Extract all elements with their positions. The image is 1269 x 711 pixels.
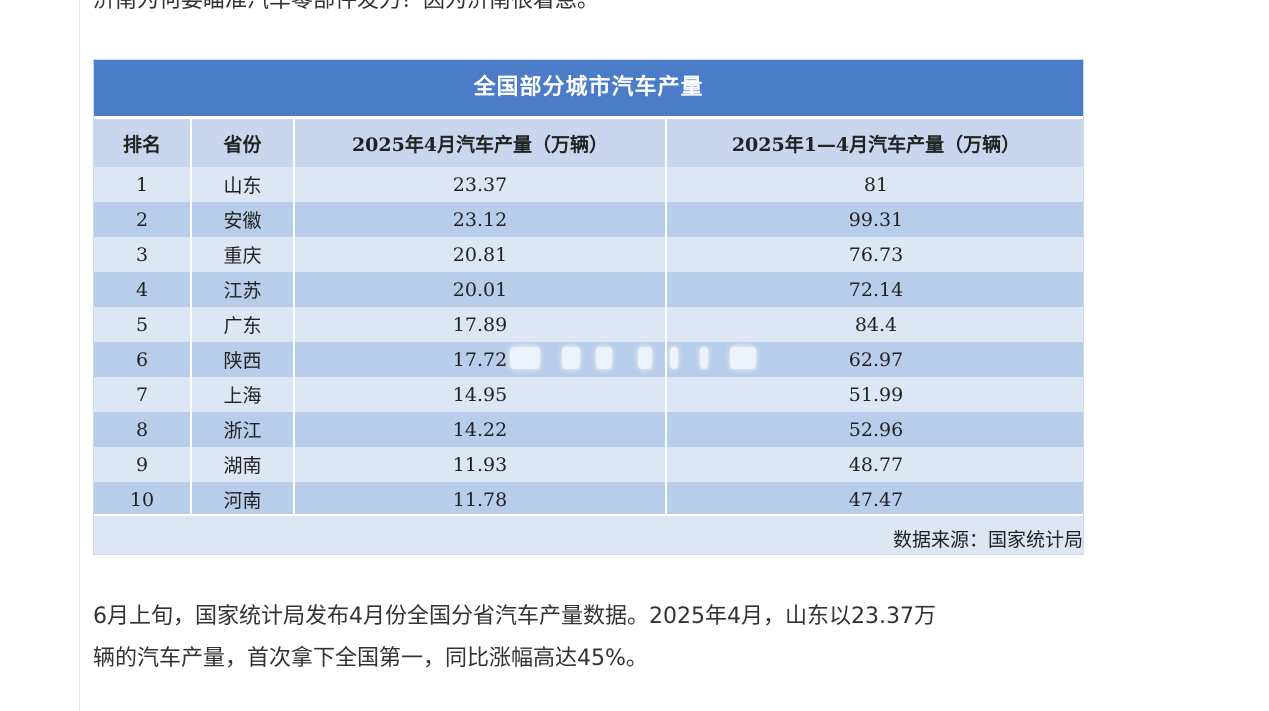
cell-jan-apr-output: 51.99 [666, 377, 1083, 412]
table-row: 4 江苏 20.01 72.14 [94, 272, 1083, 307]
cell-april-output: 14.22 [294, 412, 667, 447]
article-paragraph: 6月上旬，国家统计局发布4月份全国分省汽车产量数据。2025年4月，山东以23.… [93, 596, 1093, 680]
source-row: 数据来源：国家统计局 [94, 514, 1083, 554]
cell-province: 安徽 [191, 202, 295, 237]
table-row: 10 河南 11.78 47.47 [94, 482, 1083, 517]
cell-rank: 5 [94, 307, 192, 342]
cell-province: 陕西 [191, 342, 295, 377]
cell-april-output: 11.93 [294, 447, 667, 482]
header-jan-apr-output: 2025年1—4月汽车产量（万辆） [666, 116, 1083, 167]
cell-rank: 9 [94, 447, 192, 482]
table-row: 3 重庆 20.81 76.73 [94, 237, 1083, 272]
cell-jan-apr-output: 81 [666, 167, 1083, 202]
cell-jan-apr-output: 72.14 [666, 272, 1083, 307]
cell-jan-apr-output: 84.4 [666, 307, 1083, 342]
cell-province: 浙江 [191, 412, 295, 447]
cell-province: 广东 [191, 307, 295, 342]
cell-province: 山东 [191, 167, 295, 202]
cell-rank: 1 [94, 167, 192, 202]
table-row: 8 浙江 14.22 52.96 [94, 412, 1083, 447]
table-row: 2 安徽 23.12 99.31 [94, 202, 1083, 237]
cell-province: 上海 [191, 377, 295, 412]
cell-rank: 10 [94, 482, 192, 517]
cell-april-output: 20.81 [294, 237, 667, 272]
table-title: 全国部分城市汽车产量 [94, 60, 1083, 116]
cell-rank: 3 [94, 237, 192, 272]
table-row: 1 山东 23.37 81 [94, 167, 1083, 202]
paragraph-line: 6月上旬，国家统计局发布4月份全国分省汽车产量数据。2025年4月，山东以23.… [93, 604, 936, 629]
data-source: 数据来源：国家统计局 [892, 529, 1083, 551]
cell-rank: 2 [94, 202, 192, 237]
cell-rank: 7 [94, 377, 192, 412]
header-province: 省份 [191, 116, 295, 167]
cell-province: 河南 [191, 482, 295, 517]
cell-jan-apr-output: 47.47 [666, 482, 1083, 517]
cell-april-output: 23.12 [294, 202, 667, 237]
production-table-image: 全国部分城市汽车产量 排名 省份 2025年4月汽车产量（万辆） 2025年1—… [93, 59, 1084, 555]
cell-jan-apr-output: 99.31 [666, 202, 1083, 237]
header-rank: 排名 [94, 116, 192, 167]
table-header-row: 排名 省份 2025年4月汽车产量（万辆） 2025年1—4月汽车产量（万辆） [94, 116, 1083, 167]
table-row: 9 湖南 11.93 48.77 [94, 447, 1083, 482]
cell-rank: 4 [94, 272, 192, 307]
cell-april-output: 14.95 [294, 377, 667, 412]
production-table: 排名 省份 2025年4月汽车产量（万辆） 2025年1—4月汽车产量（万辆） … [94, 116, 1083, 517]
cell-april-output: 20.01 [294, 272, 667, 307]
table-body: 1 山东 23.37 81 2 安徽 23.12 99.31 3 重庆 20.81 76.73 4 江苏 2… [94, 167, 1083, 517]
cell-april-output: 11.78 [294, 482, 667, 517]
table-row: 7 上海 14.95 51.99 [94, 377, 1083, 412]
table-row: 5 广东 17.89 84.4 [94, 307, 1083, 342]
image-artifact-overlay [510, 347, 760, 369]
cell-rank: 6 [94, 342, 192, 377]
cell-rank: 8 [94, 412, 192, 447]
left-margin-rule [79, 0, 80, 711]
paragraph-line: 辆的汽车产量，首次拿下全国第一，同比涨幅高达45%。 [93, 646, 648, 671]
cell-jan-apr-output: 76.73 [666, 237, 1083, 272]
cell-province: 江苏 [191, 272, 295, 307]
cell-april-output: 17.89 [294, 307, 667, 342]
cell-jan-apr-output: 52.96 [666, 412, 1083, 447]
cell-province: 湖南 [191, 447, 295, 482]
cell-jan-apr-output: 48.77 [666, 447, 1083, 482]
header-april-output: 2025年4月汽车产量（万辆） [294, 116, 667, 167]
cell-province: 重庆 [191, 237, 295, 272]
cell-april-output: 23.37 [294, 167, 667, 202]
article-top-text: 济南为何要瞄准汽车零部件发力？因为济南很着急。 [93, 0, 600, 13]
